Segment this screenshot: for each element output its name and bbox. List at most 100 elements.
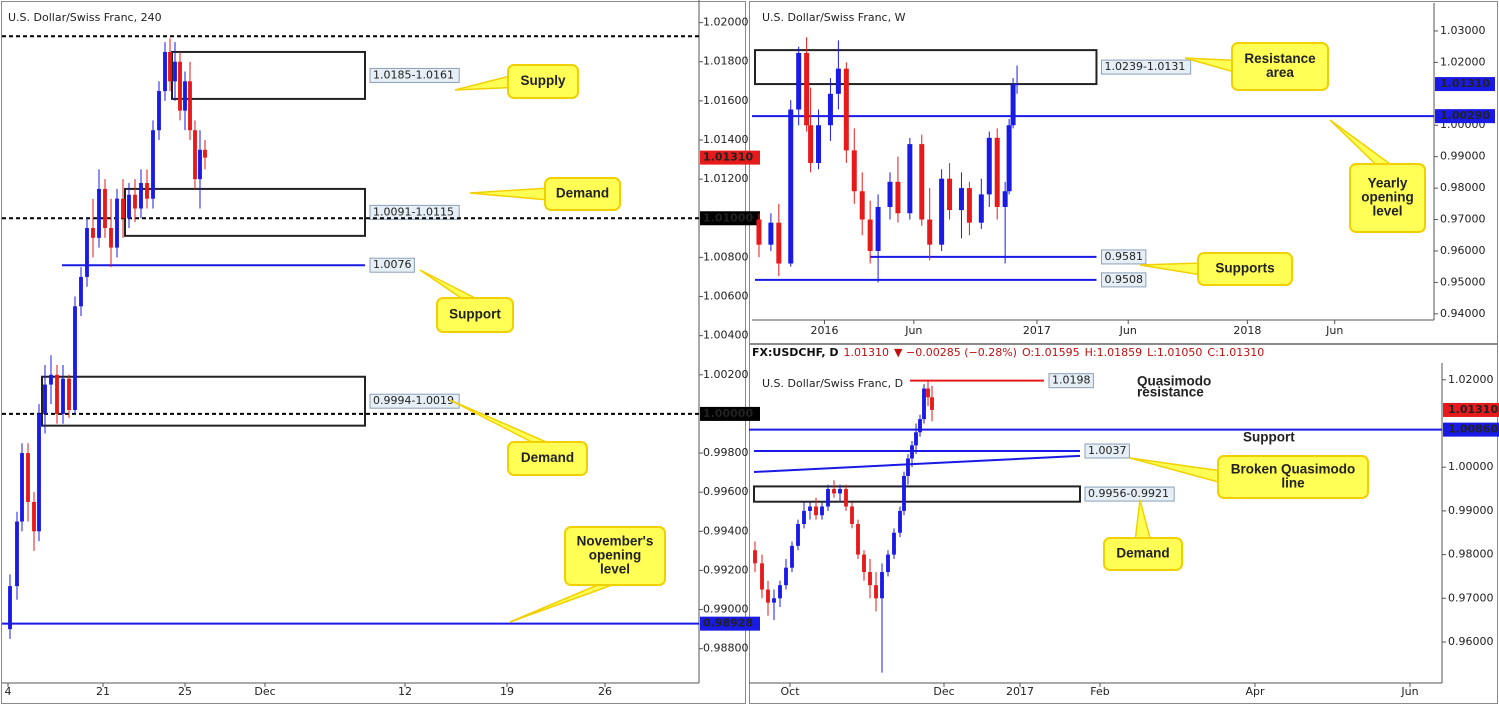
candle-body (788, 109, 794, 264)
candle-body (907, 144, 913, 214)
callout-text: Broken Quasimodo (1231, 462, 1356, 477)
zone-label: 0.9994-1.0019 (373, 394, 454, 407)
y-tick-label: 0.98800 (703, 642, 749, 655)
header-item: FX:USDCHF, D (752, 346, 839, 359)
price-badge-label: 1.01310 (1440, 77, 1490, 90)
candle-body (145, 183, 149, 199)
y-tick-label: 1.00800 (703, 250, 749, 263)
candle-body (868, 572, 872, 586)
candle-body (927, 219, 933, 245)
candle-body (133, 194, 137, 209)
callout-box (564, 526, 666, 586)
zone (41, 375, 366, 427)
callout-box (507, 441, 588, 476)
x-tick-label: Apr (1245, 685, 1265, 698)
zone (171, 50, 366, 100)
y-tick-label: 0.99800 (703, 446, 749, 459)
chart-title: U.S. Dollar/Swiss Franc, D (762, 377, 903, 390)
candle-body (168, 51, 172, 82)
candle-body (886, 554, 890, 573)
chart-title: U.S. Dollar/Swiss Franc, W (762, 11, 906, 24)
candle-body (1002, 191, 1008, 207)
price-badge-label: 1.01310 (703, 151, 753, 164)
header-item: ▼ −0.00285 (−0.28%) (894, 346, 1017, 359)
candle-body (862, 554, 866, 573)
candle-body (796, 524, 800, 546)
level-label: 1.0037 (1088, 444, 1127, 457)
candle-body (914, 432, 918, 446)
y-tick-label: 0.99600 (703, 485, 749, 498)
price-badge (1435, 109, 1495, 124)
y-tick-label: 1.00200 (703, 368, 749, 381)
candle-body (906, 458, 910, 476)
candle-body (919, 144, 925, 220)
y-tick-label: 0.95000 (1440, 275, 1486, 288)
level-label-box (1084, 443, 1130, 459)
candle-body (183, 81, 187, 111)
candle-body (895, 181, 901, 214)
candle-body (193, 130, 197, 180)
chart-panel: 1.02000 1.01800 1.01600 1.01400 1.01200 1.008… (2, 0, 760, 698)
price-badge-label: 1.01310 (1448, 403, 1498, 416)
candle-body (178, 61, 182, 111)
candle-body (926, 388, 930, 398)
price-badge (1443, 422, 1499, 437)
candle-body (79, 276, 83, 307)
candle-body (85, 228, 89, 277)
candle-body (188, 81, 192, 131)
y-tick-label: 1.00400 (703, 329, 749, 342)
candle-body (49, 374, 53, 385)
y-tick-label: 0.97000 (1440, 213, 1486, 226)
y-tick-label: 1.02000 (1440, 55, 1486, 68)
x-tick-label: 2018 (1233, 324, 1261, 337)
candle-body (91, 228, 95, 238)
panel-frame (749, 344, 1498, 704)
y-tick-label: 0.99400 (703, 524, 749, 537)
candle-body (898, 510, 902, 533)
callout-box (1231, 42, 1329, 91)
candle-body (835, 68, 841, 94)
candle-body (756, 219, 762, 245)
candle-body (127, 194, 131, 219)
candle-body (760, 563, 764, 590)
callout-text: level (600, 562, 630, 577)
candle-body (8, 586, 12, 630)
y-tick-label: 1.00600 (703, 290, 749, 303)
y-tick-label: 1.00000 (1448, 460, 1494, 473)
candle-body (887, 181, 893, 207)
level-label: 1.0198 (1052, 374, 1091, 387)
x-tick-label: 2017 (1023, 324, 1051, 337)
chart-panel: 1.02000 1.00000 0.99000 0.98000 0.97000 0.960… (749, 346, 1499, 698)
annotation-text: Quasimodo (1137, 374, 1211, 389)
candle-body (892, 532, 896, 555)
chart-header: FX:USDCHF, D 1.01310 ▼ −0.00285 (−0.28%) O:… (752, 346, 1264, 359)
callout-box (436, 297, 514, 333)
level-label: 0.9581 (1104, 250, 1143, 263)
candle-body (163, 51, 167, 92)
callout-text: Yearly (1368, 176, 1408, 191)
x-tick-label: Jun (1400, 685, 1418, 698)
candle-body (776, 222, 782, 264)
candle-body (26, 453, 30, 502)
callout-box (1217, 455, 1369, 499)
zone-label: 1.0185-1.0161 (373, 68, 454, 81)
panel-frame (749, 1, 1498, 344)
price-badge-label: 1.01000 (703, 211, 753, 224)
candle-body (121, 198, 125, 219)
candle-body (802, 510, 806, 524)
y-tick-label: 0.98000 (1448, 548, 1494, 561)
candle-body (55, 374, 59, 414)
candle-body (856, 524, 860, 555)
y-tick-label: 1.01400 (703, 133, 749, 146)
candle-body (880, 572, 884, 599)
candle-body (851, 150, 857, 192)
callout-box (507, 64, 579, 99)
candle-body (966, 188, 972, 223)
callout-text: Demand (556, 186, 609, 201)
y-tick-label: 0.99000 (703, 603, 749, 616)
y-tick-label: 0.99000 (1448, 504, 1494, 517)
candle-body (874, 585, 878, 599)
candle-body (768, 222, 774, 245)
header-item: H:1.01859 (1085, 346, 1142, 359)
y-tick-label: 0.94000 (1440, 307, 1486, 320)
